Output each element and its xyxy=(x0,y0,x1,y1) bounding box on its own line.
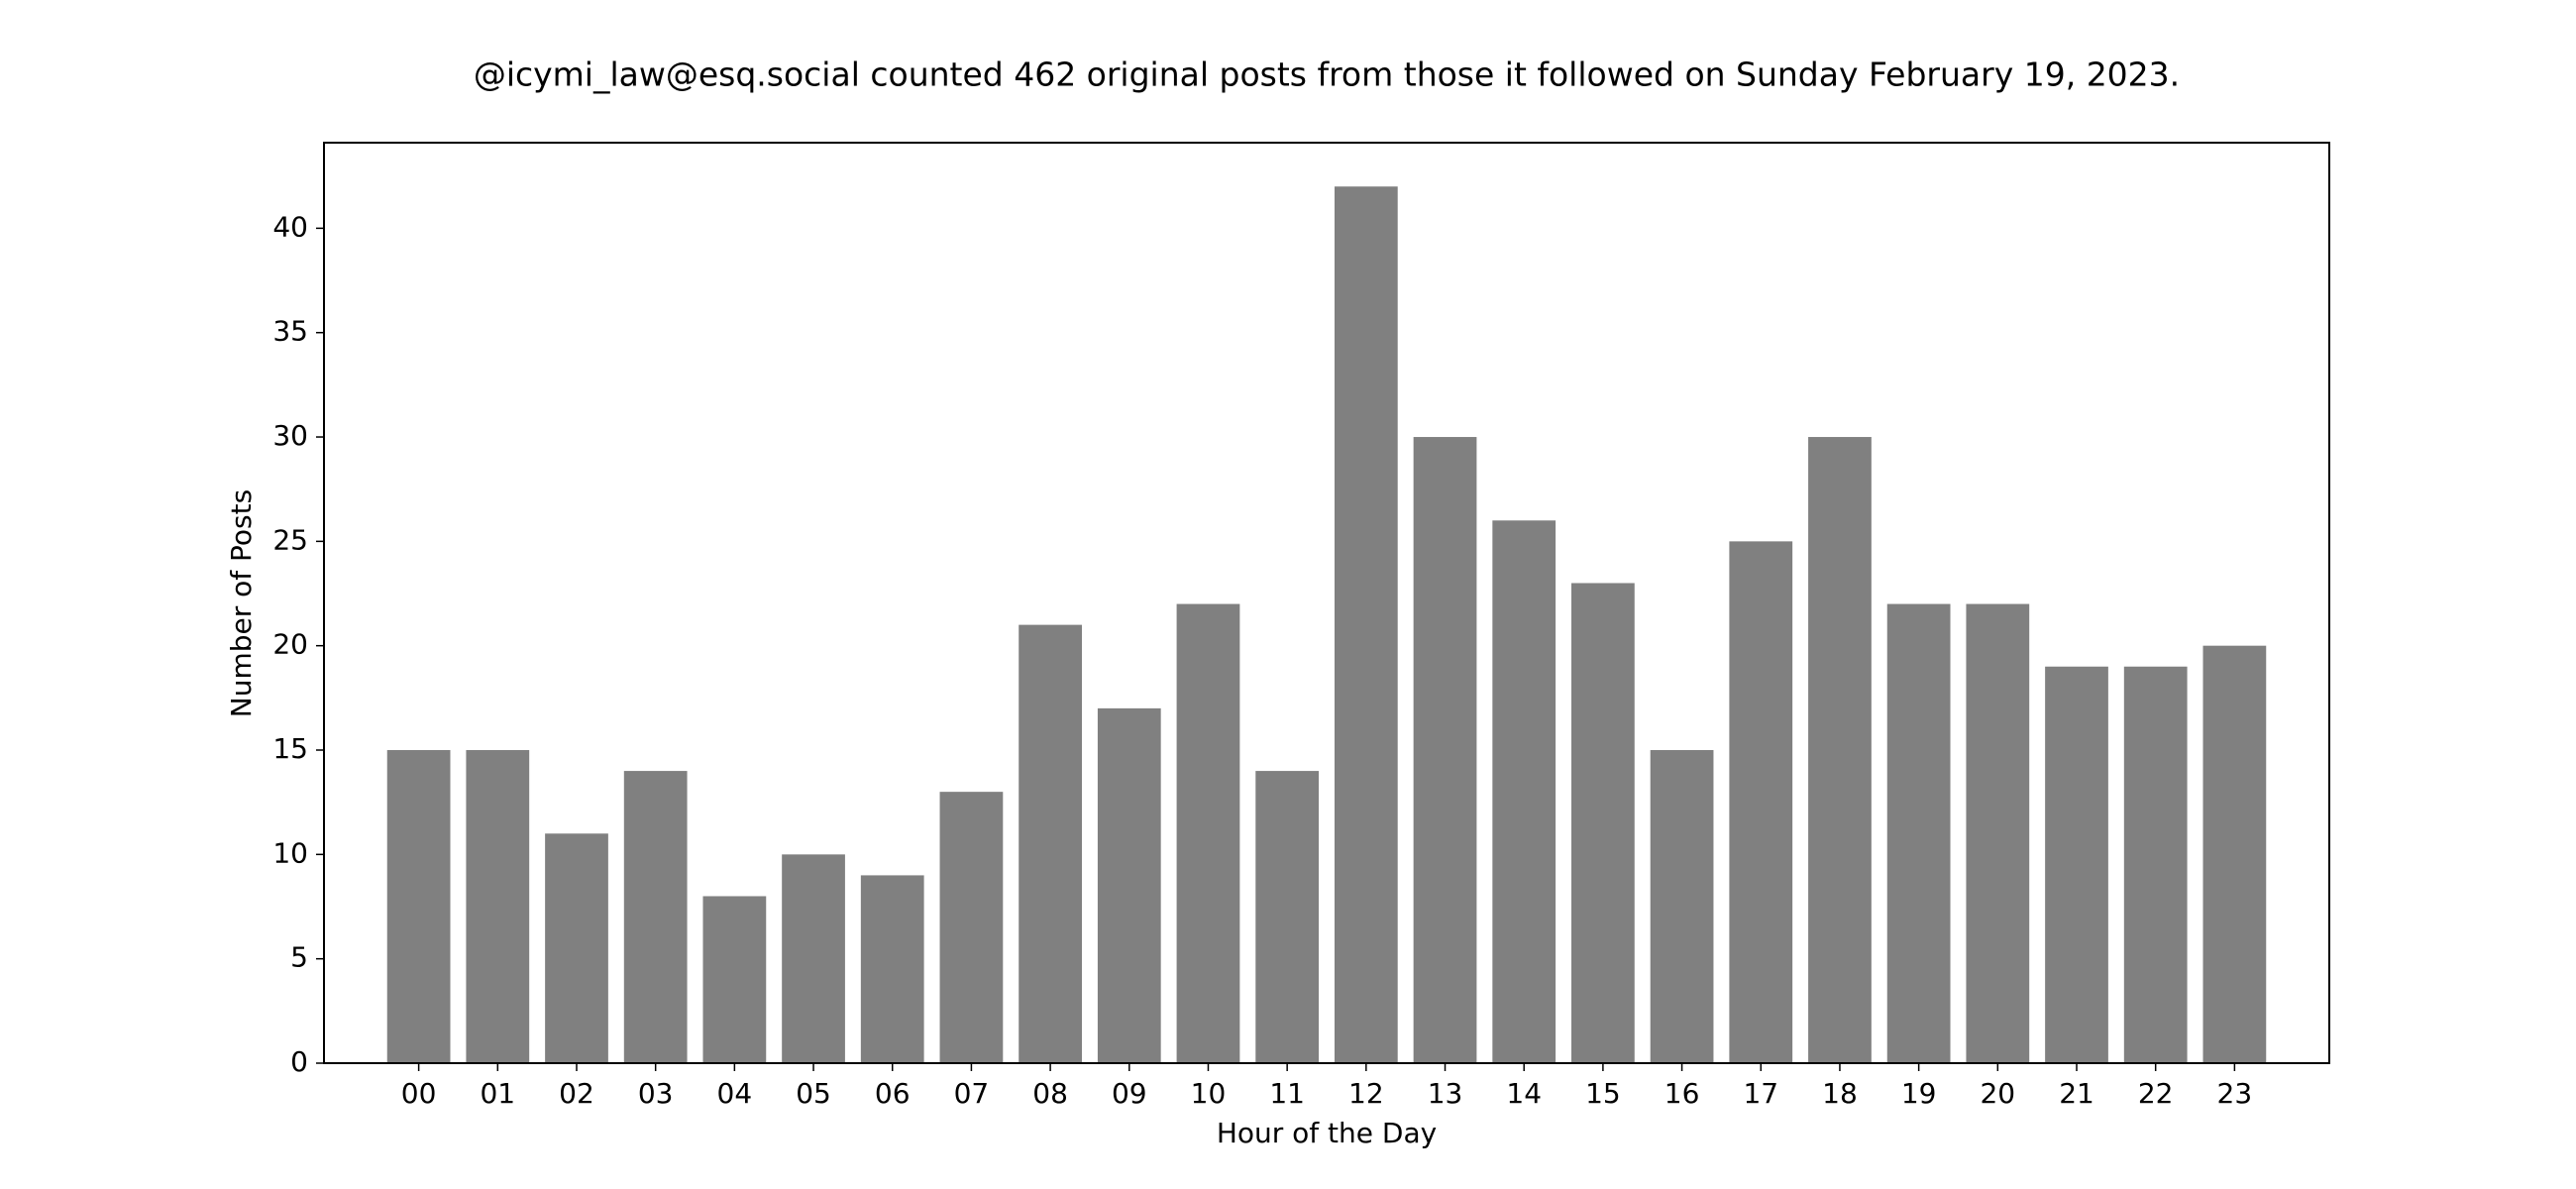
bar-22 xyxy=(2123,666,2188,1063)
x-tick-label-23: 23 xyxy=(2217,1077,2253,1110)
bar-14 xyxy=(1492,520,1556,1063)
x-tick-label-03: 03 xyxy=(638,1077,674,1110)
y-tick-label-10: 10 xyxy=(272,836,308,869)
x-tick-label-15: 15 xyxy=(1585,1077,1621,1110)
x-tick-label-11: 11 xyxy=(1269,1077,1305,1110)
y-tick-label-5: 5 xyxy=(290,941,308,974)
y-axis-ticks: 0 5 10 15 20 25 30 35 40 xyxy=(272,210,324,1078)
x-tick-label-20: 20 xyxy=(1980,1077,2015,1110)
bar-03 xyxy=(623,771,688,1063)
bar-04 xyxy=(702,896,767,1063)
x-tick-label-08: 08 xyxy=(1032,1077,1068,1110)
bars-layer xyxy=(386,186,2267,1064)
x-tick-label-07: 07 xyxy=(954,1077,990,1110)
bar-08 xyxy=(1019,624,1082,1063)
bar-15 xyxy=(1571,583,1635,1063)
x-axis-label: Hour of the Day xyxy=(1217,1117,1437,1149)
chart-title: @icymi_law@esq.social counted 462 origin… xyxy=(474,55,2180,94)
bar-10 xyxy=(1176,603,1240,1063)
x-tick-label-00: 00 xyxy=(401,1077,437,1110)
x-tick-label-04: 04 xyxy=(717,1077,753,1110)
bar-20 xyxy=(1966,603,2030,1063)
bar-13 xyxy=(1413,437,1477,1063)
bar-01 xyxy=(466,750,530,1063)
y-tick-label-40: 40 xyxy=(272,210,308,243)
x-tick-label-16: 16 xyxy=(1664,1077,1700,1110)
x-tick-label-12: 12 xyxy=(1348,1077,1384,1110)
bar-02 xyxy=(545,833,608,1063)
x-tick-label-22: 22 xyxy=(2138,1077,2174,1110)
x-tick-label-19: 19 xyxy=(1901,1077,1937,1110)
x-tick-label-05: 05 xyxy=(796,1077,831,1110)
y-tick-label-35: 35 xyxy=(272,315,308,348)
bar-23 xyxy=(2202,645,2267,1063)
bar-16 xyxy=(1650,750,1714,1063)
bar-00 xyxy=(386,750,451,1063)
bar-17 xyxy=(1729,541,1793,1063)
x-tick-label-14: 14 xyxy=(1506,1077,1542,1110)
x-tick-label-10: 10 xyxy=(1191,1077,1227,1110)
bar-12 xyxy=(1334,186,1398,1064)
bar-05 xyxy=(782,854,845,1063)
x-tick-label-18: 18 xyxy=(1822,1077,1858,1110)
x-tick-label-09: 09 xyxy=(1112,1077,1147,1110)
bar-19 xyxy=(1886,603,1951,1063)
bar-18 xyxy=(1808,437,1872,1063)
bar-06 xyxy=(860,875,924,1063)
y-tick-label-25: 25 xyxy=(272,523,308,556)
x-tick-label-06: 06 xyxy=(875,1077,911,1110)
bar-09 xyxy=(1097,707,1161,1063)
bar-21 xyxy=(2045,666,2108,1063)
y-tick-label-20: 20 xyxy=(272,628,308,661)
y-tick-label-30: 30 xyxy=(272,419,308,452)
bar-07 xyxy=(939,792,1004,1063)
x-tick-label-21: 21 xyxy=(2059,1077,2094,1110)
x-tick-label-01: 01 xyxy=(480,1077,515,1110)
x-tick-label-13: 13 xyxy=(1428,1077,1463,1110)
plot-frame xyxy=(323,142,2330,1064)
y-tick-label-0: 0 xyxy=(290,1045,308,1078)
y-axis-label: Number of Posts xyxy=(225,489,258,717)
bar-11 xyxy=(1255,771,1320,1063)
x-tick-label-02: 02 xyxy=(559,1077,594,1110)
x-axis-ticks: 00 01 02 03 04 05 06 07 08 09 10 11 12 13 14 15 16 17 18 19… xyxy=(401,1063,2252,1110)
x-tick-label-17: 17 xyxy=(1743,1077,1778,1110)
y-tick-label-15: 15 xyxy=(272,732,308,765)
